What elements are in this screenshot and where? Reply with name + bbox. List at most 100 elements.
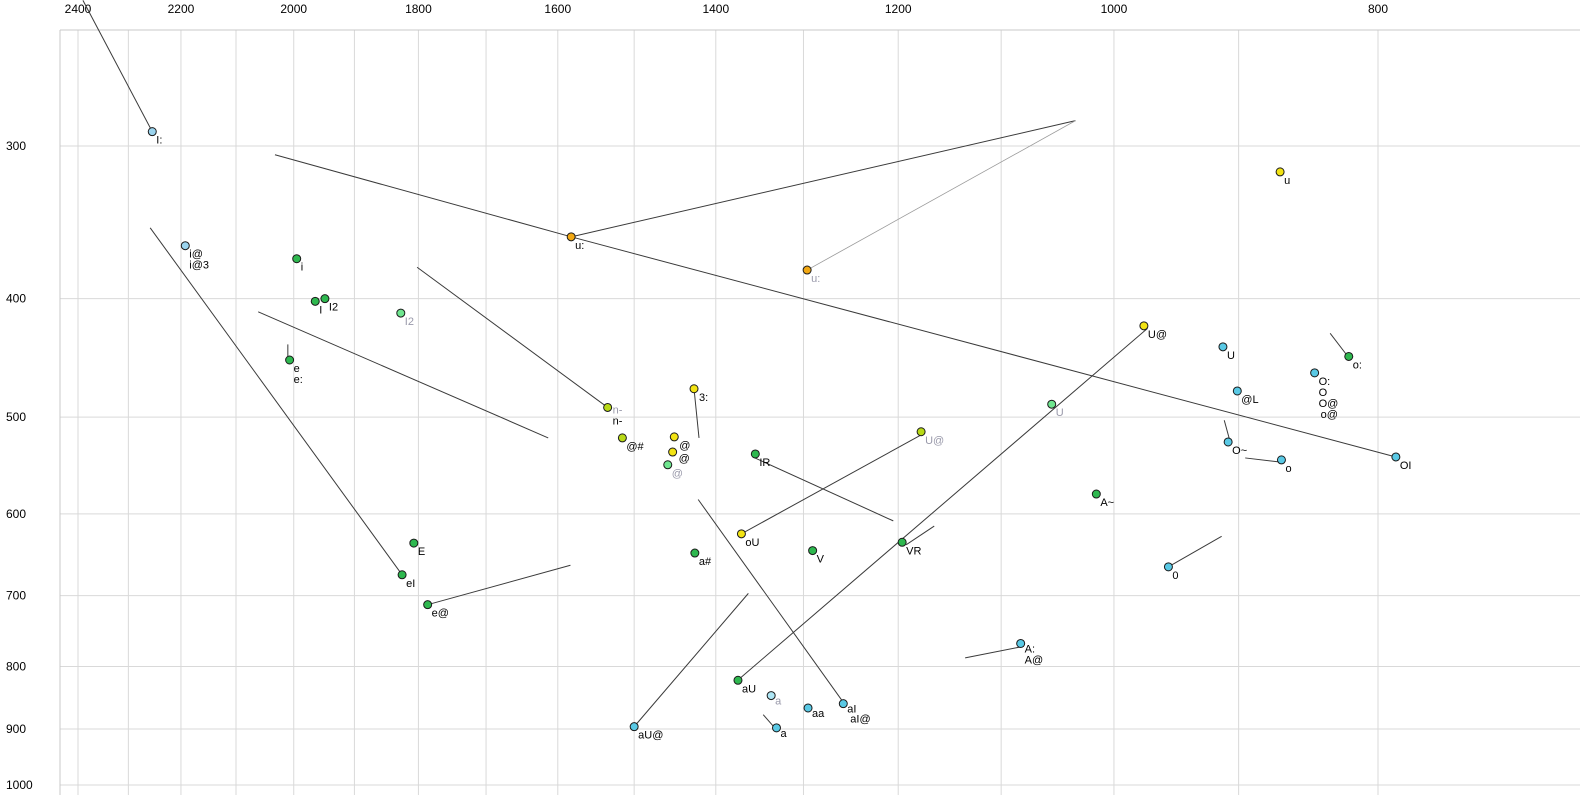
axis-tick-label-x: 1000	[1101, 2, 1128, 16]
data-point	[668, 447, 678, 457]
axis-tick-label-y: 600	[6, 507, 26, 521]
data-point	[1276, 455, 1286, 465]
trajectory-line	[1245, 457, 1279, 463]
point-label: u:	[575, 240, 584, 252]
data-point	[690, 548, 700, 558]
trajectory-line	[697, 499, 846, 706]
point-label: e:	[294, 374, 303, 386]
data-point	[292, 254, 302, 264]
point-label: i@	[189, 249, 203, 261]
axis-tick-label-y: 800	[6, 660, 26, 674]
point-label: eI	[406, 578, 415, 590]
point-label: aI@	[850, 714, 870, 726]
point-label: i@3	[189, 260, 209, 272]
data-point	[1163, 562, 1173, 572]
point-label: I2	[329, 302, 338, 314]
data-point	[617, 433, 627, 443]
data-point	[1139, 321, 1149, 331]
point-label: e	[294, 363, 300, 375]
data-point	[310, 296, 320, 306]
trajectory-line	[741, 433, 924, 535]
trajectory-line	[274, 154, 572, 238]
data-point	[566, 232, 576, 242]
point-label: U@	[925, 435, 944, 447]
data-point	[397, 570, 407, 580]
point-label: O@	[1319, 398, 1339, 410]
point-label: o@	[1321, 409, 1338, 421]
trajectory-line	[427, 564, 571, 606]
data-point	[396, 308, 406, 318]
trajectory-line	[571, 236, 1397, 458]
point-label: A@	[1025, 654, 1044, 666]
point-label: O	[1319, 387, 1328, 399]
trajectory-line	[965, 645, 1025, 659]
data-point	[1218, 342, 1228, 352]
data-point	[733, 675, 743, 685]
axis-tick-label-x: 2200	[168, 2, 195, 16]
point-label: IR	[759, 457, 770, 469]
trajectory-line	[633, 593, 749, 727]
data-point	[1223, 437, 1233, 447]
point-label: I:	[156, 135, 162, 147]
point-label: i	[301, 262, 303, 274]
data-point	[736, 529, 746, 539]
axis-tick-label-x: 1800	[405, 2, 432, 16]
point-label: U	[1056, 407, 1064, 419]
data-point	[320, 294, 330, 304]
point-label: aU@	[638, 730, 663, 742]
data-point	[808, 546, 818, 556]
point-label: o	[1285, 463, 1291, 475]
point-label: VR	[906, 545, 921, 557]
data-point	[1275, 167, 1285, 177]
point-label: @	[672, 468, 683, 480]
trajectory-line	[571, 120, 1076, 238]
data-point	[1344, 351, 1354, 361]
data-point	[771, 723, 781, 733]
point-label: O:	[1319, 376, 1331, 388]
axis-tick-label-y: 500	[6, 410, 26, 424]
point-label: oU	[745, 537, 759, 549]
axis-tick-label-x: 1200	[885, 2, 912, 16]
point-label: A~	[1100, 497, 1114, 509]
data-point	[669, 432, 679, 442]
axis-tick-label-x: 2400	[65, 2, 92, 16]
axis-tick-label-y: 400	[6, 292, 26, 306]
point-label: I	[319, 304, 322, 316]
axis-tick-label-y: 300	[6, 139, 26, 153]
trajectory-line	[1168, 535, 1222, 568]
data-point	[916, 427, 926, 437]
axis-tick-label-x: 1400	[702, 2, 729, 16]
point-label: U	[1227, 350, 1235, 362]
data-point	[180, 241, 190, 251]
data-point	[802, 265, 812, 275]
point-label: E	[418, 546, 425, 558]
data-point	[663, 460, 673, 470]
point-label: A:	[1025, 643, 1035, 655]
trajectory-line	[257, 311, 549, 439]
point-label: OI	[1400, 460, 1412, 472]
point-label: @#	[626, 441, 644, 453]
data-point	[285, 355, 295, 365]
data-point	[689, 384, 699, 394]
point-label: @	[679, 453, 690, 465]
axis-tick-label-y: 700	[6, 589, 26, 603]
data-point	[803, 703, 813, 713]
data-point	[1047, 399, 1057, 409]
trajectory-line	[905, 525, 935, 546]
data-point	[897, 537, 907, 547]
trajectory-line	[806, 120, 1076, 271]
data-point	[1391, 452, 1401, 462]
data-point	[750, 449, 760, 459]
trajectory-line	[416, 266, 608, 408]
trajectory-line	[693, 388, 700, 438]
point-label: n-	[613, 415, 623, 427]
point-label: aU	[742, 683, 756, 695]
axis-tick-label-y: 900	[6, 722, 26, 736]
trajectory-line	[82, 0, 153, 132]
point-label: a#	[699, 556, 712, 568]
point-label: I2	[405, 316, 414, 328]
point-label: 3:	[699, 392, 708, 404]
trajectory-line	[149, 227, 403, 576]
